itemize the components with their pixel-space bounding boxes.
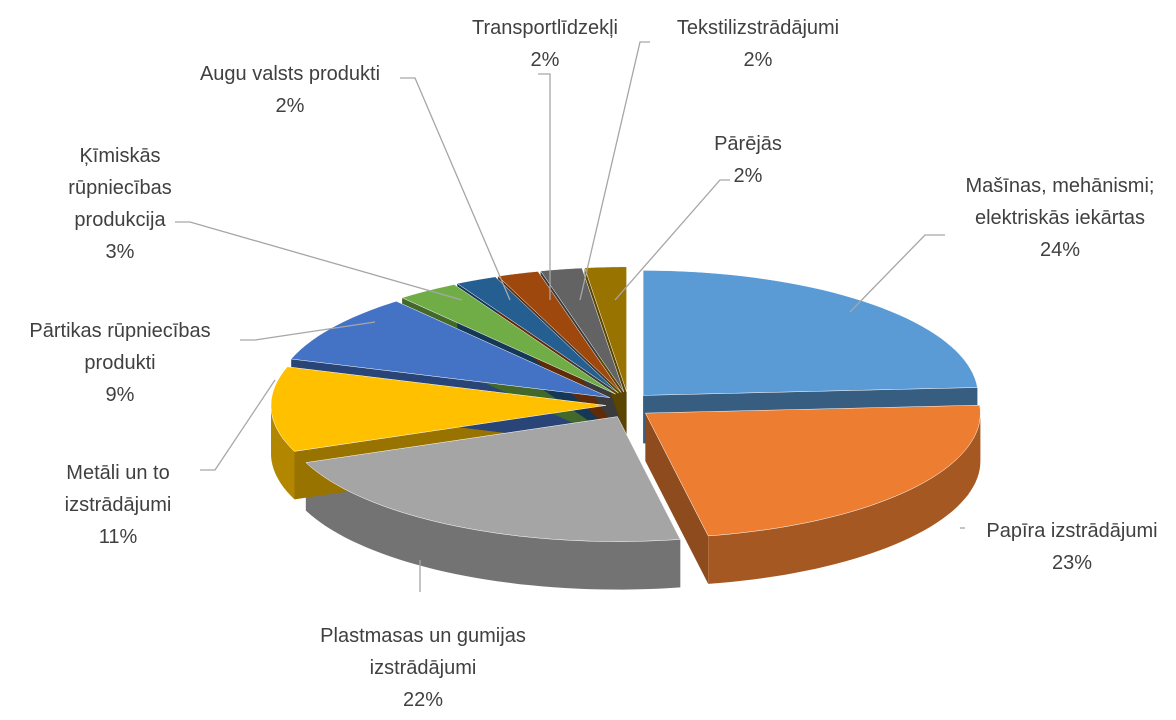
category-label: Papīra izstrādājumi bbox=[986, 520, 1158, 542]
percent-label: 9% bbox=[105, 384, 135, 406]
category-label: Metāli un to izstrādājumi bbox=[64, 462, 172, 516]
leader-line bbox=[579, 41, 650, 301]
data-label: Metāli un to izstrādājumi 11% bbox=[33, 457, 203, 553]
data-label: Papīra izstrādājumi 23% bbox=[962, 515, 1176, 579]
category-label: Pārtikas rūpniecības produkti bbox=[29, 320, 211, 374]
slice bbox=[270, 366, 607, 452]
leader-line bbox=[538, 73, 551, 300]
data-label: Ķīmiskās rūpniecības produkcija 3% bbox=[40, 140, 200, 268]
slice bbox=[540, 267, 625, 393]
percent-label: 23% bbox=[1051, 552, 1093, 574]
percent-label: 24% bbox=[1039, 239, 1081, 261]
category-label: Plastmasas un gumijas izstrādājumi bbox=[320, 625, 526, 679]
leader-line bbox=[400, 77, 511, 301]
slice bbox=[456, 276, 619, 394]
category-label: Pārējās bbox=[714, 133, 782, 155]
percent-label: 2% bbox=[743, 49, 773, 71]
slice bbox=[497, 271, 622, 393]
data-label: Pārējās 2% bbox=[688, 128, 808, 192]
leader-line bbox=[614, 179, 730, 301]
leader-line bbox=[849, 234, 945, 313]
leader-line bbox=[200, 379, 276, 471]
slice-cut-wall bbox=[645, 413, 709, 584]
data-label: Transportlīdzekļi 2% bbox=[425, 12, 665, 76]
percent-label: 3% bbox=[105, 241, 135, 263]
slice bbox=[644, 404, 981, 537]
slice bbox=[642, 270, 978, 396]
percent-label: 2% bbox=[530, 49, 560, 71]
slice bbox=[305, 416, 681, 542]
data-label: Mašīnas, mehānismi; elektriskās iekārtas… bbox=[960, 170, 1160, 266]
percent-label: 2% bbox=[733, 165, 763, 187]
leader-line bbox=[240, 321, 376, 341]
data-label: Augu valsts produkti 2% bbox=[165, 58, 415, 122]
leader-line bbox=[175, 221, 463, 301]
data-label: Pārtikas rūpniecības produkti 9% bbox=[0, 315, 245, 411]
slice-outer-wall bbox=[708, 413, 981, 584]
category-label: Mašīnas, mehānismi; elektriskās iekārtas bbox=[965, 175, 1155, 229]
data-label: Tekstilizstrādājumi 2% bbox=[648, 12, 868, 76]
data-label: Plastmasas un gumijas izstrādājumi 22% bbox=[293, 620, 553, 716]
category-label: Transportlīdzekļi bbox=[472, 17, 618, 39]
percent-label: 11% bbox=[98, 526, 138, 548]
percent-label: 2% bbox=[275, 95, 305, 117]
slice bbox=[290, 301, 610, 398]
slice-outer-wall bbox=[305, 462, 681, 590]
category-label: Augu valsts produkti bbox=[199, 63, 381, 85]
category-label: Ķīmiskās rūpniecības produkcija bbox=[68, 145, 172, 231]
category-label: Tekstilizstrādājumi bbox=[676, 17, 840, 39]
percent-label: 22% bbox=[402, 689, 444, 711]
